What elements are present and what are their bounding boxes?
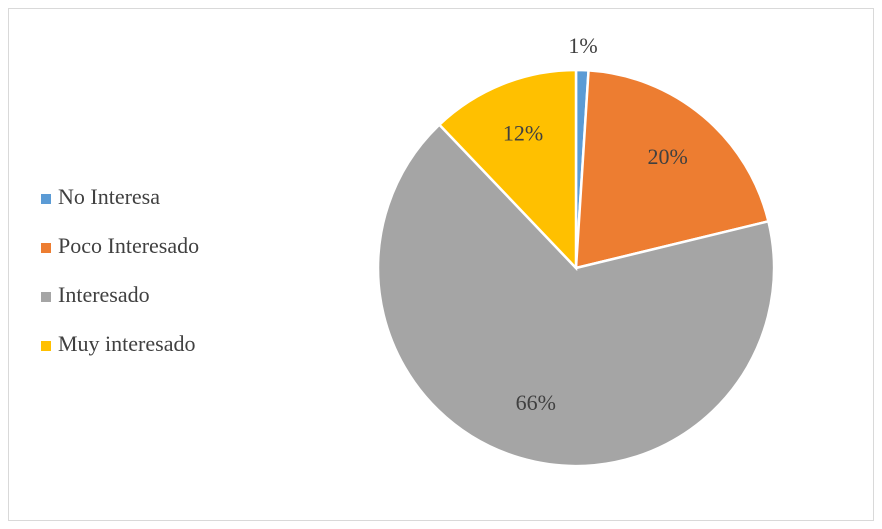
legend-swatch <box>41 292 51 302</box>
data-label: 20% <box>647 144 687 169</box>
pie-slice <box>574 69 770 270</box>
legend-swatch <box>41 341 51 351</box>
legend-label: Poco Interesado <box>58 233 199 258</box>
legend-label: Interesado <box>58 282 150 307</box>
legend-swatch <box>41 243 51 253</box>
pie-slice <box>437 68 578 272</box>
legend-label: Muy interesado <box>58 331 195 356</box>
data-label: 12% <box>503 121 543 146</box>
legend-swatch <box>41 194 51 204</box>
data-label: 66% <box>516 390 556 415</box>
legend-label: No Interesa <box>58 184 160 209</box>
pie-slice <box>376 122 776 468</box>
data-label: 1% <box>568 33 597 58</box>
